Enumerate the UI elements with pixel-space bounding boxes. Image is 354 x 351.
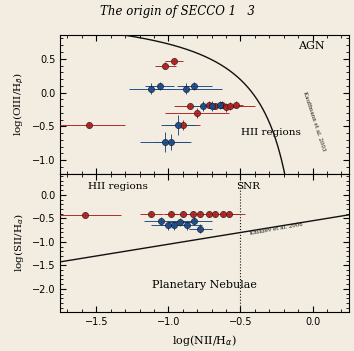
Text: AGN: AGN — [298, 41, 325, 51]
Text: HII regions: HII regions — [88, 182, 148, 191]
Y-axis label: log(SII/H$_\alpha$): log(SII/H$_\alpha$) — [12, 214, 26, 272]
Text: HII regions: HII regions — [241, 128, 301, 137]
Text: SNR: SNR — [236, 182, 260, 191]
X-axis label: log(NII/H$_\alpha$): log(NII/H$_\alpha$) — [172, 333, 237, 348]
Text: The origin of SECCO 1   3: The origin of SECCO 1 3 — [99, 5, 255, 18]
Text: Planetary Nebulae: Planetary Nebulae — [152, 280, 257, 290]
Text: Kauffmann et al. 2003: Kauffmann et al. 2003 — [302, 91, 326, 152]
Text: Kniazev et al. 2008: Kniazev et al. 2008 — [250, 222, 303, 236]
Y-axis label: log(OIII/H$_\beta$): log(OIII/H$_\beta$) — [12, 72, 26, 137]
